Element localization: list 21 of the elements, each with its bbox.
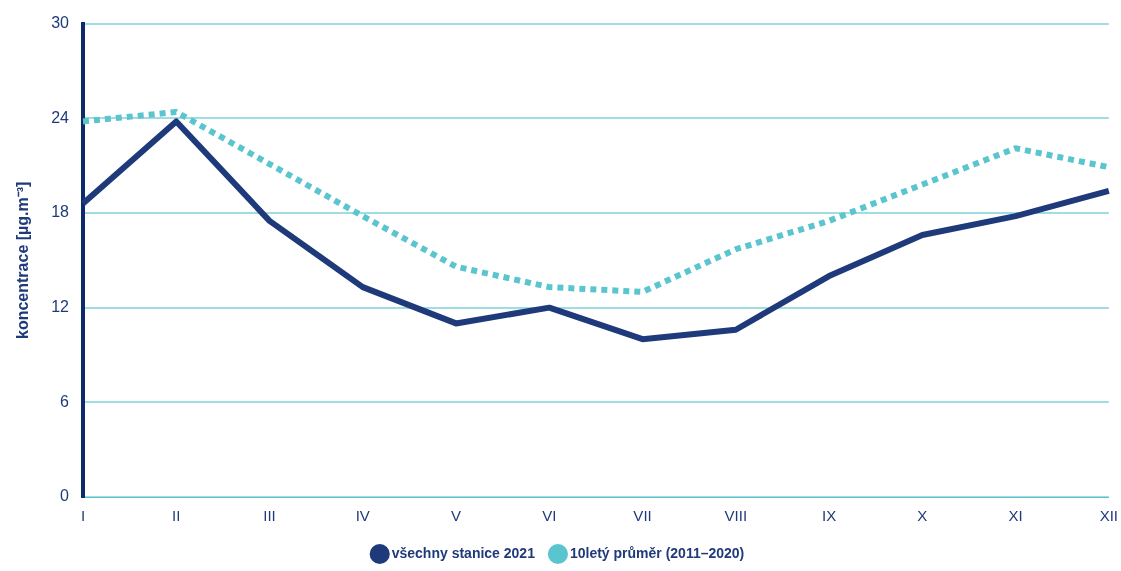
x-tick-label: XII [1099,507,1118,525]
y-tick-label: 18 [51,203,70,221]
y-tick-label: 12 [51,298,70,316]
x-tick-label: V [451,507,462,525]
x-tick-label: VIII [724,507,748,525]
x-tick-label: XI [1008,507,1023,525]
x-tick-label: IV [355,507,370,525]
x-tick-label: VII [633,507,652,525]
x-tick-label: II [172,507,181,525]
x-tick-label: VI [542,507,557,525]
legend-label: všechny stanice 2021 [391,544,536,561]
x-tick-label: III [263,507,276,525]
x-tick-label: IX [821,507,837,525]
x-tick-label: X [917,507,928,525]
y-axis-title: koncentrace [µg.m⁻³] [14,181,32,339]
y-tick-label: 30 [51,14,70,32]
y-tick-label: 0 [60,487,70,505]
y-tick-label: 24 [51,108,70,126]
legend-label: 10letý průměr (2011–2020) [569,544,745,561]
y-tick-label: 6 [60,392,70,410]
x-tick-label: I [80,507,86,525]
